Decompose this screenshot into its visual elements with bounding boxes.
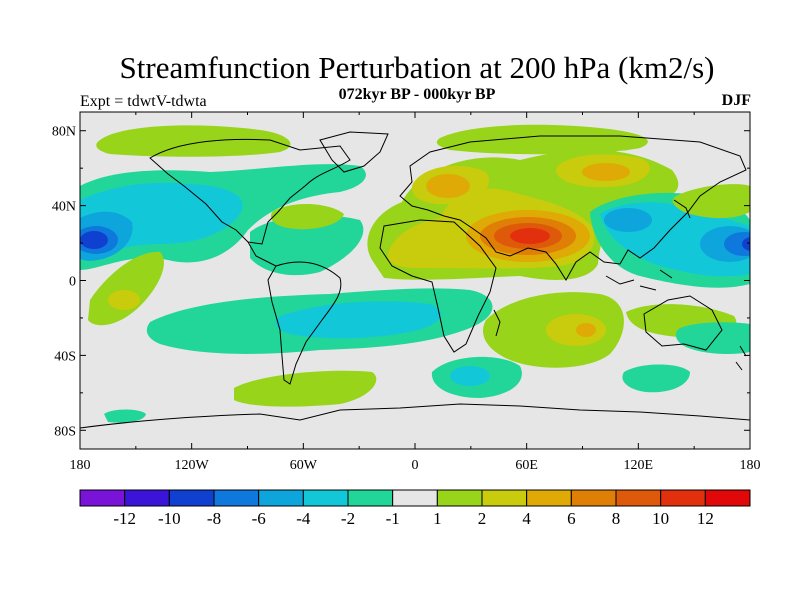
- lon-tick-label: 0: [412, 458, 419, 473]
- negative-region-south-indian: [622, 364, 690, 393]
- colorbar-swatch: [436, 489, 483, 507]
- lon-tick-label: 60E: [515, 458, 538, 473]
- colorbar-label: -8: [207, 509, 221, 528]
- lat-tick-label: 40S: [54, 349, 76, 364]
- lat-tick-label: 80S: [54, 424, 76, 439]
- season-label: DJF: [721, 92, 751, 109]
- coastline-south-america: [267, 261, 342, 385]
- colorbar-swatch: [302, 489, 349, 507]
- coastline-indonesia: [605, 269, 673, 291]
- contour-field: [80, 112, 750, 449]
- colorbar-label: -1: [386, 509, 400, 528]
- negative-region-atlantic: [250, 215, 364, 276]
- coastline-madagascar: [493, 309, 501, 337]
- coastline-africa: [379, 219, 497, 353]
- positive-core-asia-12: [510, 228, 550, 244]
- negative-core-west-pacific-10: [742, 237, 750, 251]
- negative-core-pacific-10: [80, 231, 108, 249]
- coastline-antarctica: [80, 403, 750, 429]
- lat-tick-label: 40N: [52, 200, 76, 215]
- coastline-central-america: [247, 241, 277, 267]
- positive-core-siberia: [582, 163, 630, 181]
- lon-tick-label: 60W: [290, 458, 318, 473]
- colorbar-swatch: [704, 489, 751, 507]
- negative-core-japan: [604, 208, 652, 232]
- colorbar-swatch: [347, 489, 394, 507]
- colorbar-label: 8: [612, 509, 621, 528]
- negative-region-south-atlantic-2: [275, 301, 442, 339]
- lon-tick-label: 120E: [624, 458, 654, 473]
- coastline-japan: [673, 199, 691, 219]
- chart-subtitle: 072kyr BP - 000kyr BP: [338, 86, 496, 103]
- coastline-eurasia: [399, 135, 747, 281]
- lat-tick-label: 80N: [52, 125, 76, 140]
- colorbar-swatch: [79, 489, 126, 507]
- colorbar-label: 2: [478, 509, 487, 528]
- chart-title: Streamfunction Perturbation at 200 hPa (…: [119, 50, 715, 85]
- colorbar-label: 12: [697, 509, 714, 528]
- colorbar-label: 10: [652, 509, 669, 528]
- coastline-australia: [643, 295, 723, 351]
- colorbar-swatch: [213, 489, 260, 507]
- colorbar-swatch: [168, 489, 215, 507]
- colorbar-swatch: [481, 489, 528, 507]
- colorbar-label: -10: [158, 509, 181, 528]
- positive-region-arctic: [436, 124, 648, 155]
- negative-core-west-pacific-8: [724, 232, 750, 256]
- positive-region-gulf: [270, 203, 344, 230]
- axis-labels: 80N 40N 0 40S 80S 180 120W 60W 0 60E 120E 180: [52, 125, 761, 473]
- colorbar-label: -2: [341, 509, 355, 528]
- coastline-north-america: [149, 138, 351, 245]
- lon-tick-label: 180: [70, 458, 91, 473]
- negative-region-tasman: [675, 322, 750, 354]
- coastline-new-zealand: [735, 345, 747, 371]
- positive-region-north-pacific: [672, 184, 750, 219]
- coastline-greenland: [319, 131, 389, 173]
- experiment-label: Expt = tdwtV-tdwta: [80, 93, 207, 110]
- colorbar-label: -4: [296, 509, 311, 528]
- colorbar-label: 1: [433, 509, 442, 528]
- lon-tick-label: 120W: [175, 458, 210, 473]
- colorbar-swatch: [570, 489, 617, 507]
- lat-tick-label: 0: [69, 275, 76, 290]
- coastlines: [80, 131, 750, 429]
- colorbar-label: -12: [113, 509, 136, 528]
- negative-region-south-pacific: [104, 409, 146, 423]
- positive-region-south-atlantic: [234, 370, 377, 407]
- colorbar-label: 6: [567, 509, 576, 528]
- colorbar-swatch: [660, 489, 706, 507]
- positive-core-europe: [426, 174, 470, 198]
- colorbar-swatch: [526, 489, 572, 507]
- positive-core-south-pacific: [108, 290, 140, 310]
- positive-core-indian-ocean-2: [576, 323, 596, 337]
- colorbar-swatch: [124, 489, 170, 507]
- colorbar: -12 -10 -8 -6 -4 -2 -1 1 2 4 6 8 10 12: [79, 489, 751, 528]
- positive-region-greenland: [96, 125, 291, 157]
- lon-tick-label: 180: [740, 458, 761, 473]
- positive-region-south-pacific: [88, 251, 164, 326]
- colorbar-swatch: [258, 489, 304, 507]
- axis-ticks: [79, 112, 751, 449]
- negative-core-southern-ocean: [450, 366, 490, 386]
- colorbar-label: -6: [252, 509, 266, 528]
- colorbar-label: 4: [522, 509, 531, 528]
- colorbar-swatch: [615, 489, 662, 507]
- colorbar-swatch: [392, 489, 438, 507]
